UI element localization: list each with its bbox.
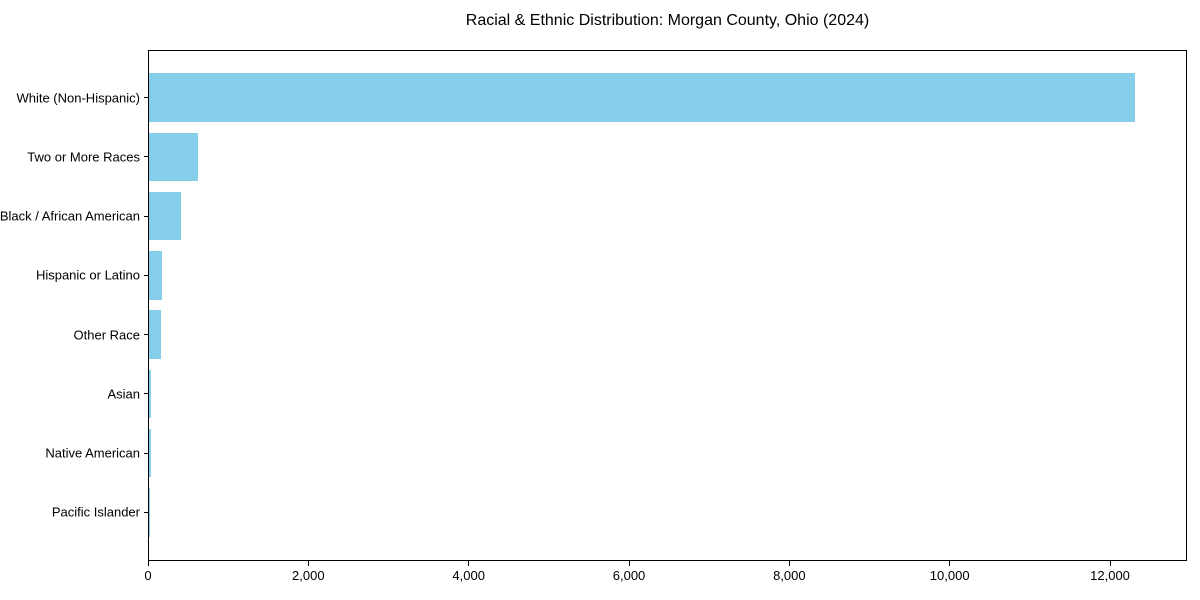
y-axis-category-label: Native American (45, 445, 140, 461)
bar (149, 369, 151, 419)
bar-row: Pacific Islander (52, 483, 1186, 542)
x-tick-mark (468, 561, 470, 566)
x-tick-label: 8,000 (773, 568, 806, 583)
y-axis-category-label: Black / African American (0, 208, 140, 224)
bar (149, 191, 181, 241)
bars-container: White (Non-Hispanic) Two or More Races Bla… (0, 68, 1186, 542)
x-tick-mark (147, 561, 149, 566)
y-axis-category-label: Two or More Races (27, 149, 140, 165)
y-tick-mark (144, 334, 149, 336)
x-tick-label: 2,000 (292, 568, 325, 583)
y-axis-category-label: Asian (107, 386, 140, 402)
bar-row: Native American (45, 424, 1186, 483)
bar (149, 73, 1135, 122)
bar-row: Hispanic or Latino (36, 246, 1186, 305)
bar (149, 132, 199, 182)
y-tick-mark (144, 393, 149, 395)
bar (149, 310, 161, 359)
bar-row: Asian (107, 364, 1186, 423)
y-tick-mark (144, 97, 149, 99)
y-tick-mark (144, 215, 149, 217)
y-axis-category-label: Other Race (73, 327, 140, 343)
bar (149, 428, 151, 478)
y-tick-mark (144, 274, 149, 276)
y-tick-mark (144, 452, 149, 454)
x-tick-label: 6,000 (612, 568, 646, 583)
y-axis-category-label: White (Non-Hispanic) (16, 90, 140, 106)
bar-row: Two or More Races (27, 127, 1186, 186)
y-tick-mark (144, 511, 149, 513)
x-tick-mark (1109, 561, 1111, 566)
bar-row: White (Non-Hispanic) (16, 68, 1186, 127)
y-axis-category-label: Pacific Islander (51, 504, 140, 520)
x-tick-label: 4,000 (452, 568, 485, 583)
x-tick-label: 12,000 (1090, 568, 1130, 583)
x-tick-label: 0 (144, 568, 152, 583)
bar-row: Other Race (74, 305, 1186, 364)
chart-title: Racial & Ethnic Distribution: Morgan Cou… (465, 12, 870, 29)
x-tick-label: 10,000 (929, 568, 970, 583)
bar (149, 251, 163, 300)
plot-area: White (Non-Hispanic) Two or More Races Bla… (0, 50, 1187, 561)
x-tick-mark (628, 561, 630, 566)
x-tick-mark (307, 561, 309, 566)
x-tick-mark (949, 561, 951, 566)
x-axis: 0 2,000 4,000 6,000 8,000 10,000 12,000 (144, 561, 1187, 591)
x-tick-mark (788, 561, 790, 566)
bar-row: Black / African American (0, 187, 1186, 246)
y-tick-mark (144, 156, 149, 158)
y-axis-category-label: Hispanic or Latino (35, 267, 140, 283)
